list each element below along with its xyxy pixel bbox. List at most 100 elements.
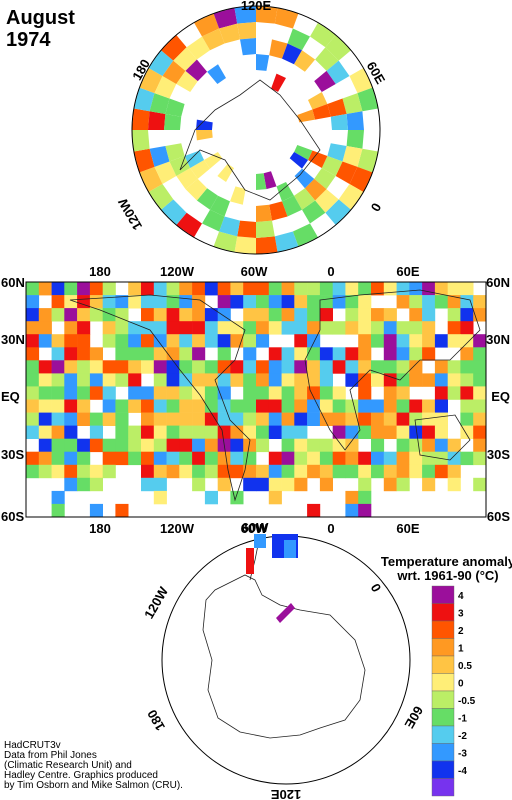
anomaly-cell: [128, 321, 142, 335]
anomaly-cell: [64, 425, 78, 439]
anomaly-cell: [256, 399, 270, 413]
north-polar-cell: [185, 178, 208, 201]
main-right-lat-eq: EQ: [491, 389, 510, 404]
north-polar-cell: [302, 200, 326, 224]
anomaly-cell: [26, 399, 40, 413]
anomaly-cell: [307, 360, 321, 374]
credit-line-3: (Climatic Research Unit) and: [4, 760, 132, 771]
anomaly-cell: [371, 399, 385, 413]
anomaly-cell: [64, 412, 78, 426]
anomaly-cell: [383, 347, 397, 361]
anomaly-cell: [64, 373, 78, 387]
anomaly-cell: [64, 347, 78, 361]
anomaly-cell: [115, 425, 129, 439]
anomaly-cell: [64, 360, 78, 374]
anomaly-cell: [179, 334, 193, 348]
anomaly-cell: [102, 334, 116, 348]
legend-swatch: [431, 620, 455, 639]
anomaly-cell: [192, 373, 206, 387]
anomaly-cell: [51, 412, 65, 426]
north-polar-cell: [196, 130, 213, 141]
legend-swatch: [431, 603, 455, 622]
anomaly-cell: [64, 282, 78, 296]
anomaly-cell: [409, 282, 423, 296]
anomaly-cell: [141, 360, 155, 374]
anomaly-cell: [422, 308, 436, 322]
anomaly-cell: [179, 412, 193, 426]
north-polar-cell: [357, 87, 379, 112]
anomaly-cell: [281, 425, 295, 439]
anomaly-cell: [409, 360, 423, 374]
anomaly-cell: [434, 438, 448, 453]
north-polar-cell: [219, 216, 240, 237]
anomaly-cell: [153, 308, 167, 322]
anomaly-cell: [153, 386, 167, 400]
anomaly-cell: [192, 477, 206, 492]
main-bottom-lon-0: 0: [327, 521, 334, 536]
anomaly-cell: [230, 373, 244, 387]
main-map: 180 120W 60W 0 60E 180 120W 60W 0 60E 60…: [1, 264, 510, 536]
north-polar-cell: [346, 130, 364, 149]
anomaly-cell: [307, 399, 321, 413]
anomaly-cell: [179, 347, 193, 361]
anomaly-cell: [141, 308, 155, 322]
legend-swatch: [431, 638, 455, 657]
north-polar-cell: [204, 152, 223, 169]
north-polar-cell: [276, 182, 294, 202]
anomaly-cell: [460, 399, 474, 413]
anomaly-cell: [447, 282, 461, 296]
anomaly-cell: [243, 477, 257, 492]
anomaly-cell: [141, 464, 155, 479]
south-lon-120e: 120E: [270, 787, 301, 800]
anomaly-cell: [166, 373, 180, 387]
north-polar-cell: [274, 231, 299, 253]
anomaly-cell: [345, 490, 359, 505]
anomaly-cell: [422, 425, 436, 439]
anomaly-cell: [294, 373, 308, 387]
anomaly-cell: [294, 321, 308, 335]
north-polar-cell: [256, 173, 267, 190]
anomaly-cell: [115, 451, 129, 466]
anomaly-cell: [102, 464, 116, 479]
anomaly-cell: [396, 386, 410, 400]
anomaly-cell: [26, 295, 40, 309]
anomaly-cell: [128, 451, 142, 466]
anomaly-cell: [51, 464, 65, 479]
anomaly-cell: [141, 438, 155, 453]
anomaly-cell: [358, 425, 372, 439]
anomaly-cell: [319, 282, 333, 296]
north-polar-cell: [162, 60, 186, 84]
anomaly-cell: [422, 438, 436, 453]
north-polar-cell: [338, 184, 364, 210]
anomaly-cell: [38, 308, 52, 322]
anomaly-cell: [319, 399, 333, 413]
anomaly-cell: [460, 412, 474, 426]
anomaly-cell: [102, 451, 116, 466]
legend: Temperature anomaly wrt. 1961-90 (°C) 4 3…: [381, 554, 512, 797]
legend-label: 1: [458, 643, 464, 654]
main-left-lat-eq: EQ: [1, 389, 20, 404]
north-lon-120w: 120W: [115, 195, 145, 233]
anomaly-cell: [179, 451, 193, 466]
anomaly-cell: [358, 360, 372, 374]
anomaly-cell: [307, 308, 321, 322]
anomaly-cell: [64, 438, 78, 453]
anomaly-cell: [128, 438, 142, 453]
anomaly-cell: [422, 399, 436, 413]
anomaly-cell: [26, 412, 40, 426]
anomaly-cell: [434, 360, 448, 374]
anomaly-cell: [204, 464, 218, 479]
anomaly-cell: [192, 321, 206, 335]
legend-label: 0: [458, 678, 464, 689]
anomaly-cell: [77, 451, 91, 466]
anomaly-cell: [217, 451, 231, 466]
anomaly-cell: [256, 334, 270, 348]
anomaly-cell: [166, 347, 180, 361]
south-polar-boundary: [161, 535, 411, 785]
anomaly-cell: [51, 373, 65, 387]
anomaly-cell: [268, 321, 282, 335]
anomaly-cell: [141, 334, 155, 348]
anomaly-cell: [89, 360, 103, 374]
anomaly-cell: [434, 295, 448, 309]
north-polar-cell: [330, 114, 348, 130]
